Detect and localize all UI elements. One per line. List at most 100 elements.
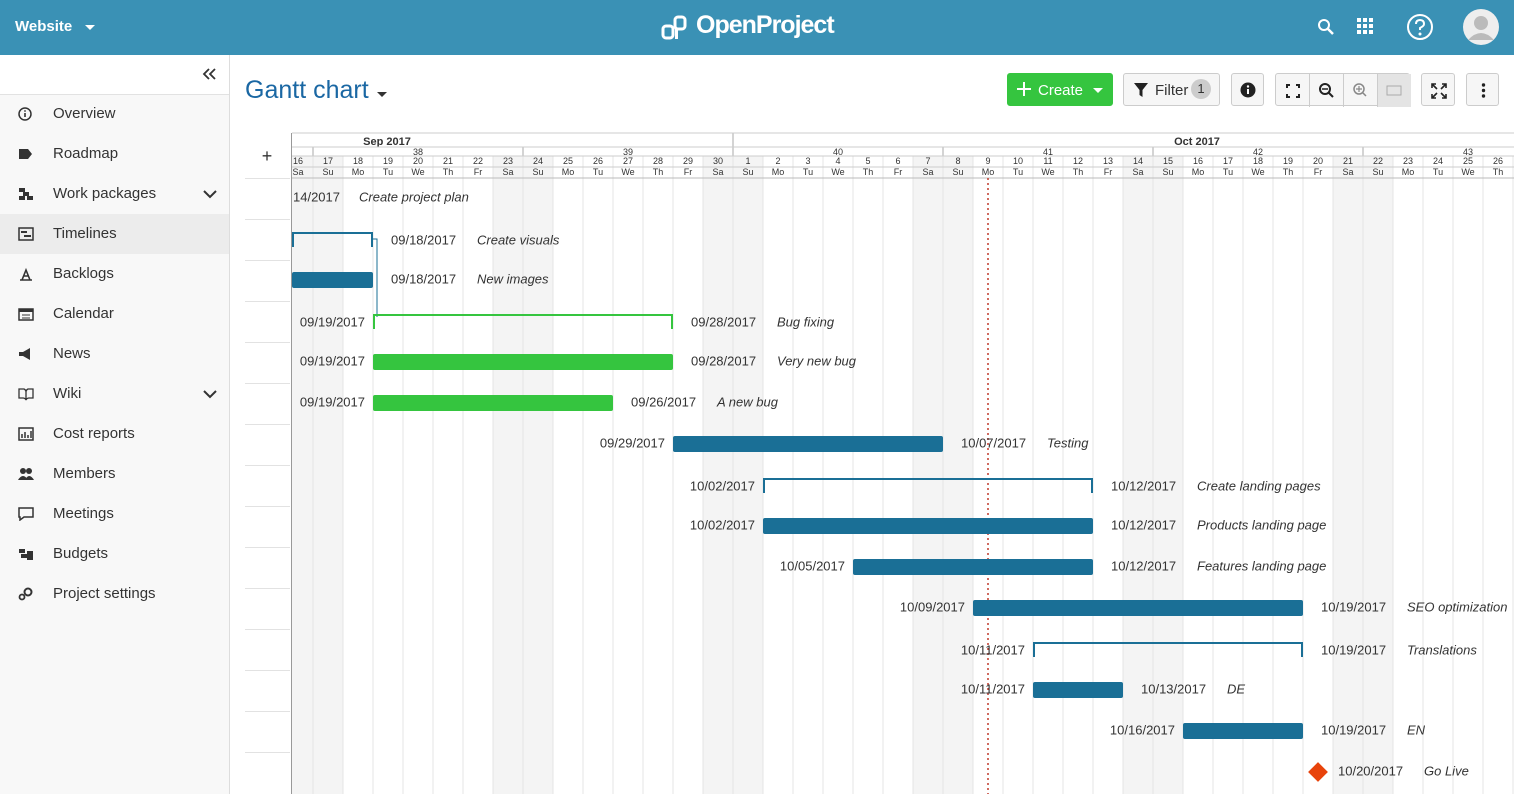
parent-bracket[interactable] — [292, 232, 373, 247]
weekend-column — [493, 156, 523, 794]
end-date: 09/26/2017 — [631, 394, 696, 409]
day-number: 15 — [1163, 156, 1173, 166]
menu-item[interactable]: Members — [0, 454, 229, 494]
menu-label: Members — [53, 465, 116, 482]
page-title[interactable]: Gantt chart — [245, 76, 388, 105]
fullscreen-button[interactable] — [1421, 73, 1455, 106]
day-of-week: We — [1461, 167, 1474, 177]
week-number: 42 — [1253, 147, 1263, 157]
day-number: 18 — [353, 156, 363, 166]
menu-label: Calendar — [53, 305, 114, 322]
task-bar[interactable] — [373, 395, 613, 411]
menu-label: Backlogs — [53, 265, 114, 282]
expand-arrow[interactable] — [203, 390, 217, 399]
more-button[interactable] — [1466, 73, 1499, 106]
task-name: A new bug — [716, 394, 779, 409]
collapse-button[interactable] — [202, 68, 216, 80]
menu-item[interactable]: Overview — [0, 94, 229, 134]
day-number: 29 — [683, 156, 693, 166]
add-row[interactable]: + — [262, 146, 273, 166]
expand-arrow[interactable] — [203, 190, 217, 199]
weekend-column — [943, 156, 973, 794]
menu-label: Overview — [53, 105, 116, 122]
day-number: 24 — [1433, 156, 1443, 166]
day-number: 24 — [533, 156, 543, 166]
day-number: 21 — [1343, 156, 1353, 166]
avatar[interactable] — [1462, 8, 1500, 46]
menu-item[interactable]: Meetings — [0, 494, 229, 534]
menu-icon — [19, 149, 32, 159]
parent-bracket[interactable] — [1033, 642, 1303, 657]
details-button[interactable] — [1231, 73, 1264, 106]
week-number: 41 — [1043, 147, 1053, 157]
task-bar[interactable] — [973, 600, 1303, 616]
task-bar[interactable] — [763, 518, 1093, 534]
start-date: 09/19/2017 — [300, 314, 365, 329]
day-of-week: Sa — [922, 167, 933, 177]
day-number: 8 — [955, 156, 960, 166]
menu-item[interactable]: Cost reports — [0, 414, 229, 454]
task-bar[interactable] — [853, 559, 1093, 575]
menu-icon — [18, 107, 32, 121]
modules-icon[interactable] — [1357, 18, 1375, 36]
menu-item[interactable]: Roadmap — [0, 134, 229, 174]
help-icon[interactable] — [1406, 13, 1434, 41]
start-date: 10/02/2017 — [690, 517, 755, 532]
menu-item[interactable]: Budgets — [0, 534, 229, 574]
day-number: 3 — [805, 156, 810, 166]
start-date: 10/11/2017 — [961, 642, 1025, 657]
task-name: Very new bug — [777, 353, 857, 368]
day-number: 19 — [1283, 156, 1293, 166]
logo[interactable]: OpenProject — [696, 11, 835, 39]
end-date: 10/07/2017 — [961, 435, 1026, 450]
parent-bracket[interactable] — [763, 478, 1093, 493]
day-number: 13 — [1103, 156, 1113, 166]
search-icon[interactable] — [1316, 17, 1336, 37]
menu-item[interactable]: Timelines — [0, 214, 229, 254]
task-name: Products landing page — [1197, 517, 1326, 532]
start-date: 09/19/2017 — [300, 394, 365, 409]
parent-bracket[interactable] — [373, 314, 673, 329]
menu-item[interactable]: Backlogs — [0, 254, 229, 294]
menu-label: Budgets — [53, 545, 109, 562]
weekend-column — [1153, 156, 1183, 794]
day-of-week: Th — [1073, 167, 1084, 177]
weekend-column — [733, 156, 763, 794]
day-of-week: Fr — [894, 167, 903, 177]
task-name: Go Live — [1424, 763, 1469, 778]
day-of-week: Mo — [1192, 167, 1205, 177]
day-of-week: Su — [1372, 167, 1383, 177]
task-bar[interactable] — [673, 436, 943, 452]
menu-item[interactable]: Work packages — [0, 174, 229, 214]
end-date: 09/18/2017 — [391, 271, 456, 286]
project-name: Website — [15, 18, 73, 35]
day-number: 6 — [895, 156, 900, 166]
create-button[interactable]: Create — [1007, 73, 1113, 106]
milestone[interactable] — [1308, 762, 1328, 782]
menu-item[interactable]: News — [0, 334, 229, 374]
relation-line — [373, 238, 378, 317]
filter-button[interactable]: Filter 1 — [1123, 73, 1220, 106]
day-of-week: Tu — [383, 167, 393, 177]
menu-item[interactable]: Project settings — [0, 574, 229, 614]
day-of-week: Th — [863, 167, 874, 177]
task-bar[interactable] — [373, 354, 673, 370]
day-number: 18 — [1253, 156, 1263, 166]
task-bar[interactable] — [1183, 723, 1303, 739]
task-bar[interactable] — [292, 272, 373, 288]
task-bar[interactable] — [1033, 682, 1123, 698]
day-of-week: Mo — [562, 167, 575, 177]
end-date: 10/12/2017 — [1111, 558, 1176, 573]
menu-label: Roadmap — [53, 145, 119, 162]
menu-label: News — [53, 345, 91, 362]
menu-icon — [20, 267, 32, 281]
project-switcher[interactable]: Website — [15, 18, 96, 35]
menu-item[interactable]: Wiki — [0, 374, 229, 414]
day-of-week: Sa — [502, 167, 513, 177]
month-label: Sep 2017 — [363, 136, 411, 148]
weekend-column — [1123, 156, 1153, 794]
menu-item[interactable]: Calendar — [0, 294, 229, 334]
end-date: 10/19/2017 — [1321, 642, 1386, 657]
end-date: 10/13/2017 — [1141, 681, 1206, 696]
menu-icon — [18, 587, 33, 601]
